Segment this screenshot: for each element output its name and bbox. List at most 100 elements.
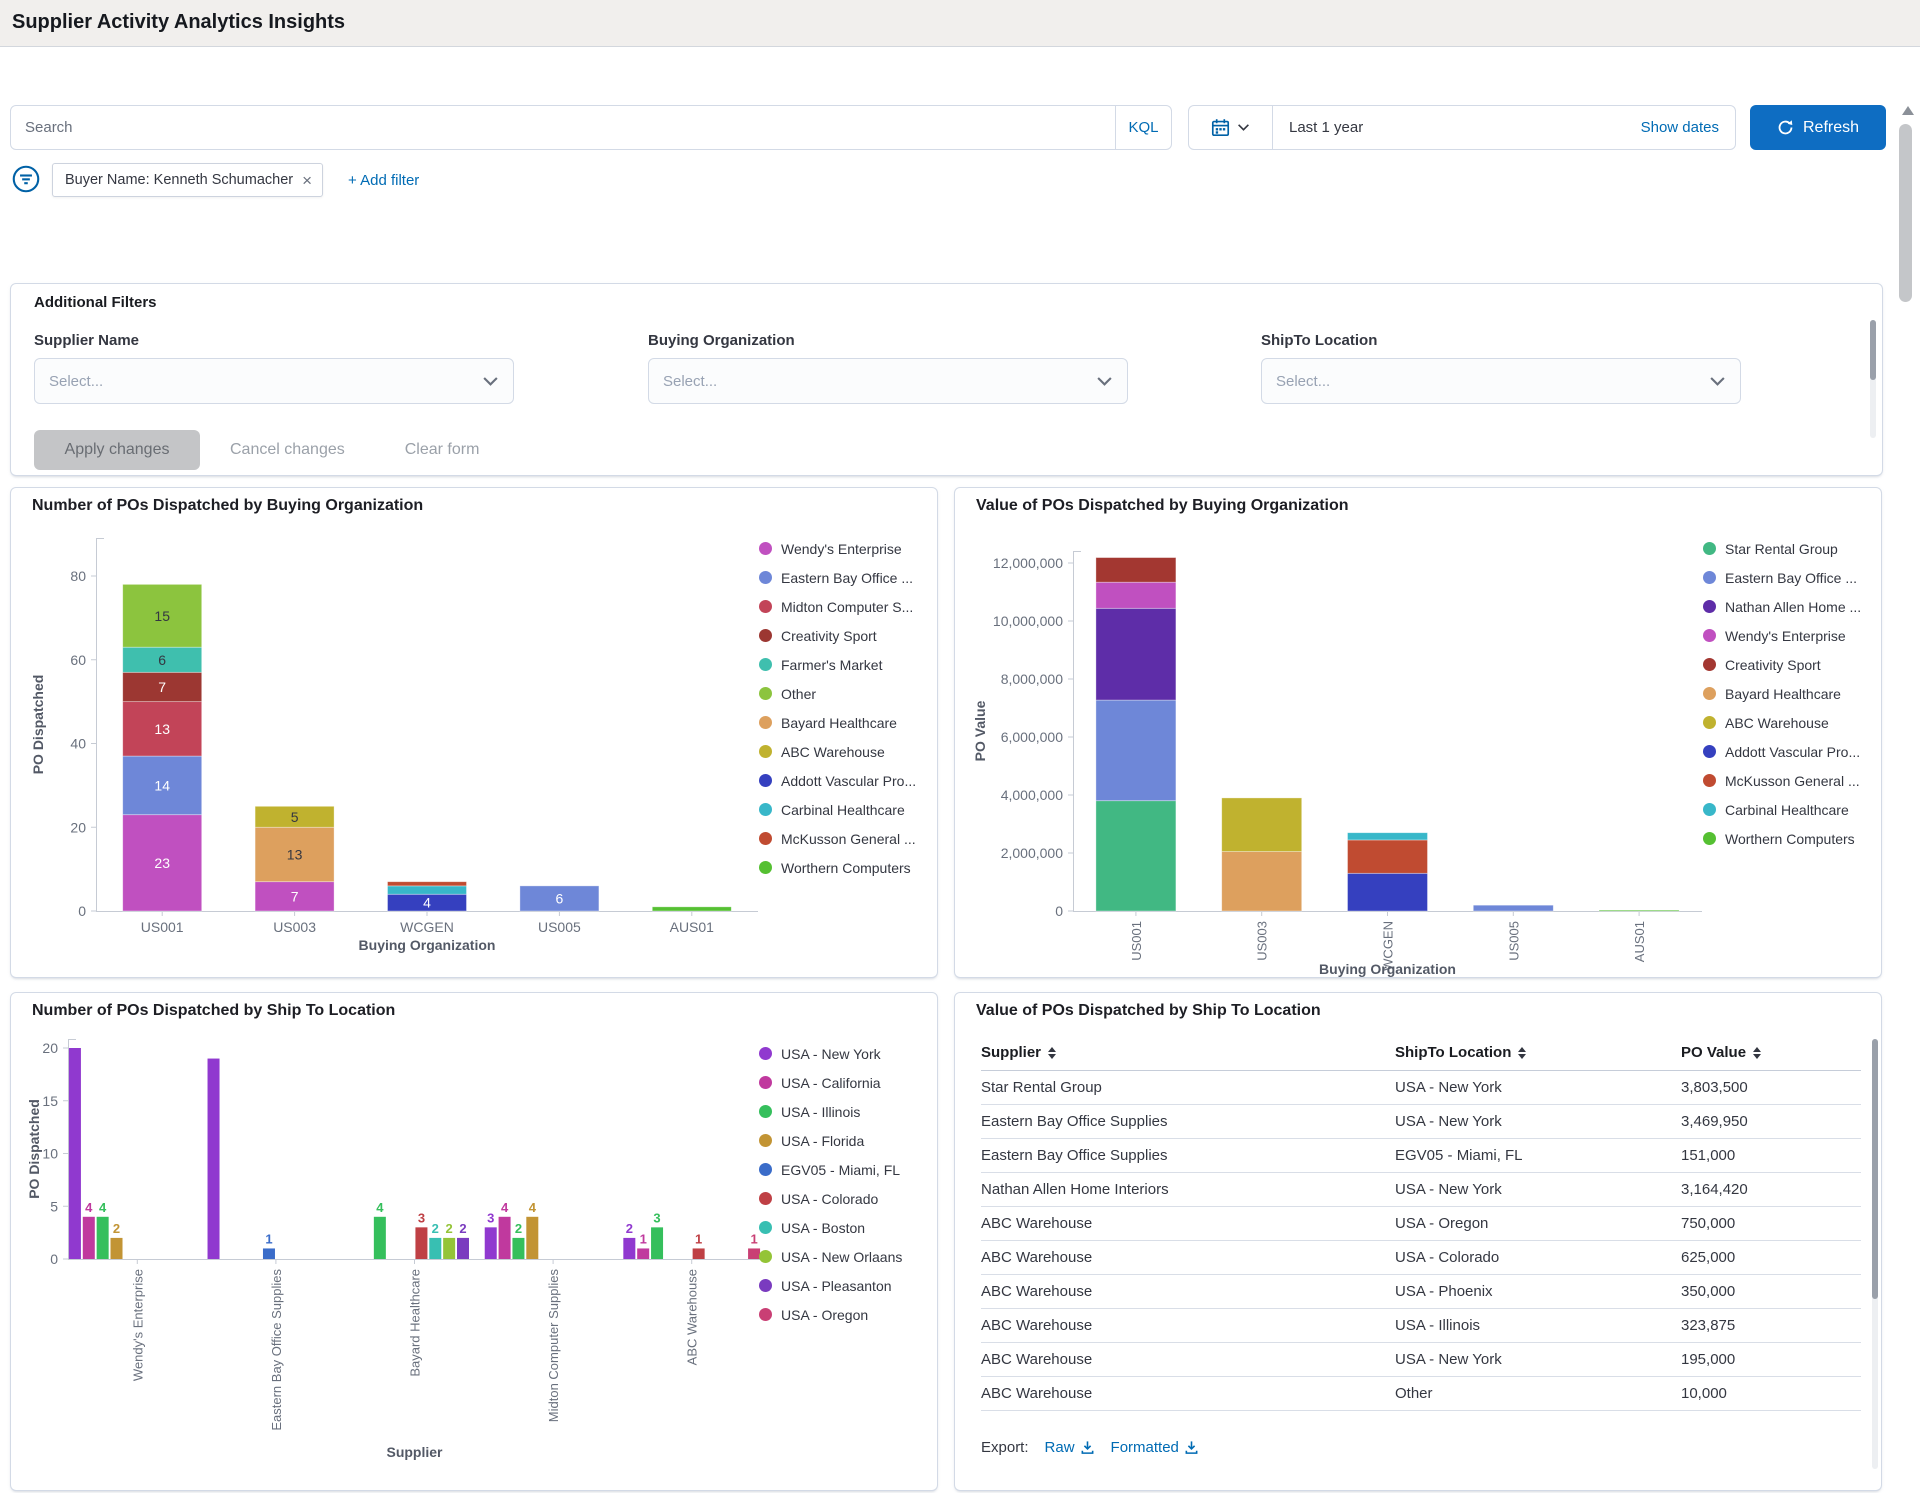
bar-segment[interactable]: [1598, 909, 1680, 912]
legend-item[interactable]: Addott Vascular Pro...: [759, 766, 916, 795]
page-scrollbar[interactable]: [1899, 124, 1912, 302]
bar[interactable]: [637, 1248, 650, 1259]
refresh-button[interactable]: Refresh: [1750, 105, 1886, 150]
table-row[interactable]: Star Rental Group USA - New York 3,803,500: [981, 1071, 1861, 1105]
table-row[interactable]: Eastern Bay Office Supplies USA - New Yor…: [981, 1105, 1861, 1139]
clear-form-button[interactable]: Clear form: [375, 430, 510, 470]
legend-item[interactable]: Nathan Allen Home ...: [1703, 592, 1861, 621]
legend-item[interactable]: Eastern Bay Office ...: [1703, 563, 1861, 592]
bar[interactable]: [457, 1237, 470, 1259]
bar-segment[interactable]: [519, 885, 600, 912]
panel-scrollbar[interactable]: [1870, 320, 1876, 438]
legend-item[interactable]: ABC Warehouse: [759, 737, 916, 766]
table-row[interactable]: ABC Warehouse USA - New York 195,000: [981, 1343, 1861, 1377]
legend-item[interactable]: USA - New Orlaans: [759, 1242, 902, 1271]
legend-item[interactable]: USA - Illinois: [759, 1097, 902, 1126]
bar[interactable]: [262, 1248, 275, 1259]
legend-item[interactable]: ABC Warehouse: [1703, 708, 1861, 737]
bar-segment[interactable]: [1347, 839, 1428, 874]
kql-button[interactable]: KQL: [1115, 106, 1171, 149]
bar-segment[interactable]: [1095, 581, 1177, 609]
bar[interactable]: [623, 1237, 636, 1259]
show-dates-button[interactable]: Show dates: [1640, 119, 1719, 136]
export-raw-link[interactable]: Raw: [1045, 1439, 1095, 1456]
apply-changes-button[interactable]: Apply changes: [34, 430, 200, 470]
legend-item[interactable]: McKusson General ...: [1703, 766, 1861, 795]
cancel-changes-button[interactable]: Cancel changes: [200, 430, 375, 470]
bar[interactable]: [110, 1237, 123, 1259]
bar-segment[interactable]: [1221, 851, 1303, 912]
sort-icon[interactable]: [1048, 1047, 1057, 1060]
legend-item[interactable]: EGV05 - Miami, FL: [759, 1155, 902, 1184]
bar-segment[interactable]: [1095, 699, 1177, 802]
bar[interactable]: [692, 1248, 705, 1259]
sort-icon[interactable]: [1518, 1047, 1527, 1060]
bar-segment[interactable]: [122, 583, 203, 648]
bar-segment[interactable]: [122, 701, 203, 757]
bar[interactable]: [207, 1058, 220, 1259]
bar-segment[interactable]: [1472, 904, 1554, 912]
legend-item[interactable]: Bayard Healthcare: [759, 708, 916, 737]
legend-item[interactable]: Creativity Sport: [1703, 650, 1861, 679]
supplier-name-select[interactable]: Select...: [34, 358, 514, 404]
scrollbar-up-arrow[interactable]: [1902, 106, 1914, 115]
sort-icon[interactable]: [1753, 1047, 1762, 1060]
bar-segment[interactable]: [651, 906, 732, 912]
bar[interactable]: [96, 1216, 109, 1259]
export-formatted-link[interactable]: Formatted: [1111, 1439, 1199, 1456]
bar[interactable]: [68, 1048, 81, 1259]
legend-item[interactable]: Worthern Computers: [759, 853, 916, 882]
filters-menu-button[interactable]: [12, 165, 40, 193]
legend-item[interactable]: Other: [759, 679, 916, 708]
legend-item[interactable]: Star Rental Group: [1703, 534, 1861, 563]
legend-item[interactable]: Midton Computer S...: [759, 592, 916, 621]
date-picker-calendar-button[interactable]: [1189, 106, 1273, 149]
bar[interactable]: [651, 1227, 664, 1259]
table-row[interactable]: ABC Warehouse USA - Illinois 323,875: [981, 1309, 1861, 1343]
bar[interactable]: [429, 1237, 442, 1259]
legend-item[interactable]: Wendy's Enterprise: [1703, 621, 1861, 650]
close-icon[interactable]: ×: [302, 170, 313, 190]
table-row[interactable]: Nathan Allen Home Interiors USA - New Yor…: [981, 1173, 1861, 1207]
bar[interactable]: [526, 1216, 539, 1259]
date-range-label[interactable]: Last 1 year: [1289, 119, 1364, 136]
column-header[interactable]: PO Value: [1681, 1044, 1861, 1061]
bar-segment[interactable]: [387, 885, 467, 895]
legend-item[interactable]: USA - Oregon: [759, 1300, 902, 1329]
table-row[interactable]: ABC Warehouse USA - Oregon 750,000: [981, 1207, 1861, 1241]
filter-pill[interactable]: Buyer Name: Kenneth Schumacher ×: [52, 163, 324, 197]
panel-scrollbar[interactable]: [1872, 1039, 1878, 1469]
search-input[interactable]: [11, 106, 1115, 149]
bar-segment[interactable]: [122, 755, 203, 816]
legend-item[interactable]: USA - Florida: [759, 1126, 902, 1155]
legend-item[interactable]: USA - Pleasanton: [759, 1271, 902, 1300]
bar-segment[interactable]: [254, 881, 335, 912]
column-header[interactable]: ShipTo Location: [1395, 1044, 1681, 1061]
bar[interactable]: [748, 1248, 761, 1259]
bar-segment[interactable]: [1095, 800, 1177, 912]
legend-item[interactable]: USA - Boston: [759, 1213, 902, 1242]
legend-item[interactable]: Eastern Bay Office ...: [759, 563, 916, 592]
bar[interactable]: [512, 1237, 525, 1259]
bar-segment[interactable]: [254, 826, 335, 883]
legend-item[interactable]: Carbinal Healthcare: [759, 795, 916, 824]
column-header[interactable]: Supplier: [981, 1044, 1395, 1061]
table-row[interactable]: Eastern Bay Office Supplies EGV05 - Miami…: [981, 1139, 1861, 1173]
bar[interactable]: [498, 1216, 511, 1259]
legend-item[interactable]: Bayard Healthcare: [1703, 679, 1861, 708]
legend-item[interactable]: Carbinal Healthcare: [1703, 795, 1861, 824]
shipto-location-select[interactable]: Select...: [1261, 358, 1741, 404]
legend-item[interactable]: Worthern Computers: [1703, 824, 1861, 853]
bar-segment[interactable]: [1347, 872, 1428, 912]
legend-item[interactable]: Creativity Sport: [759, 621, 916, 650]
bar[interactable]: [443, 1237, 456, 1259]
bar-segment[interactable]: [1095, 557, 1177, 583]
bar-segment[interactable]: [1347, 832, 1428, 841]
bar[interactable]: [373, 1216, 386, 1259]
legend-item[interactable]: Addott Vascular Pro...: [1703, 737, 1861, 766]
buying-organization-select[interactable]: Select...: [648, 358, 1128, 404]
add-filter-button[interactable]: + Add filter: [348, 171, 420, 189]
legend-item[interactable]: USA - New York: [759, 1039, 902, 1068]
legend-item[interactable]: Farmer's Market: [759, 650, 916, 679]
bar[interactable]: [82, 1216, 95, 1259]
